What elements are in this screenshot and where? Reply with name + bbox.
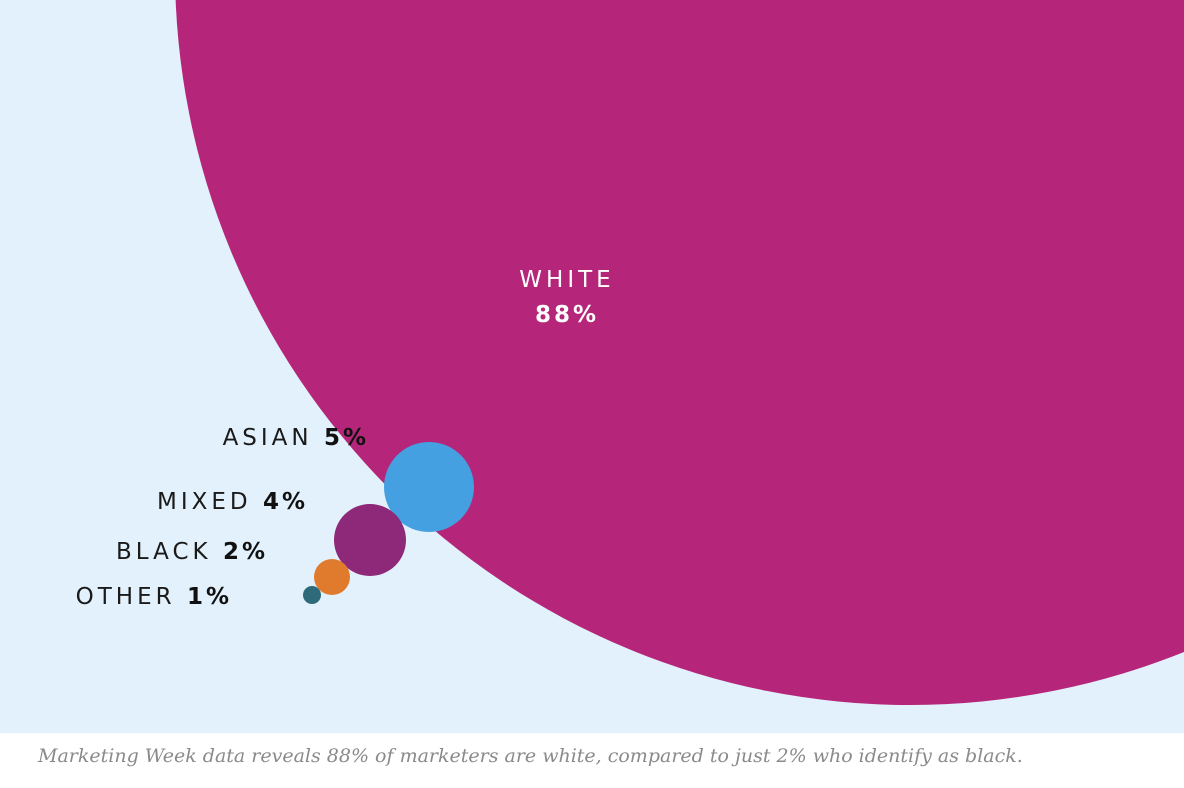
label-asian: ASIAN 5% <box>223 425 369 451</box>
bubble-black <box>314 559 350 595</box>
label-other: OTHER 1% <box>76 584 232 610</box>
label-black: BLACK 2% <box>116 539 268 565</box>
bubble-white <box>175 0 1184 705</box>
label-asian-name: ASIAN <box>223 425 324 451</box>
bubble-asian <box>384 442 474 532</box>
label-mixed: MIXED 4% <box>157 489 308 515</box>
bubble-chart: WHITE 88% ASIAN 5% MIXED 4% BLACK 2% OTHER 1% <box>0 0 1184 733</box>
label-white-name: WHITE <box>519 267 614 293</box>
label-mixed-name: MIXED <box>157 489 263 515</box>
bubble-chart-svg: WHITE 88% ASIAN 5% MIXED 4% BLACK 2% OTHER 1% <box>76 0 1184 705</box>
bubble-other <box>303 586 321 604</box>
label-black-name: BLACK <box>116 539 223 565</box>
label-other-value: 1% <box>187 584 232 610</box>
label-mixed-value: 4% <box>263 489 308 515</box>
figure-caption: Marketing Week data reveals 88% of marke… <box>38 745 1023 767</box>
label-asian-value: 5% <box>324 425 369 451</box>
bubble-mixed <box>334 504 406 576</box>
label-white-value: 88% <box>535 302 599 328</box>
label-other-name: OTHER <box>76 584 187 610</box>
label-black-value: 2% <box>223 539 268 565</box>
